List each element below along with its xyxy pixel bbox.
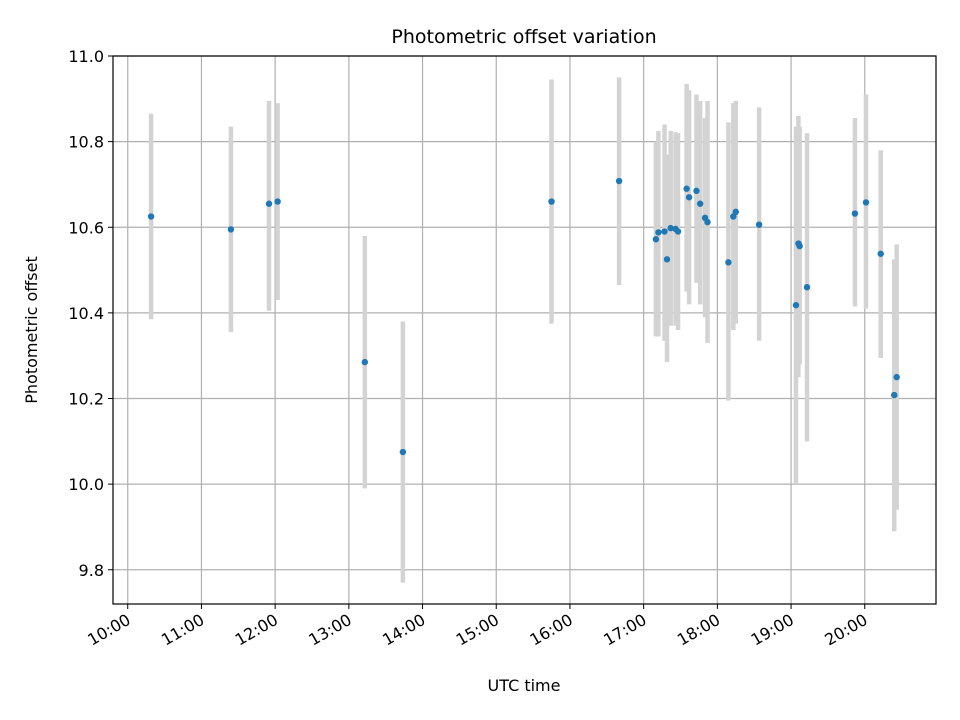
y-tick-label: 11.0 bbox=[68, 47, 104, 66]
chart-title: Photometric offset variation bbox=[391, 26, 656, 48]
data-point bbox=[265, 200, 273, 207]
data-point bbox=[693, 187, 700, 195]
y-tick-label: 10.0 bbox=[68, 475, 104, 494]
y-axis-ticks: 9.8 10.0 10.2 10.4 10.6 10.8 11.0 bbox=[68, 47, 113, 580]
y-tick-label: 10.4 bbox=[68, 304, 104, 323]
data-point bbox=[862, 199, 870, 206]
y-tick-label: 10.8 bbox=[68, 133, 104, 152]
data-point bbox=[274, 198, 281, 205]
data-point bbox=[730, 213, 737, 220]
data-point bbox=[667, 224, 674, 232]
data-point bbox=[652, 236, 660, 243]
y-axis-label: Photometric offset bbox=[22, 256, 41, 404]
data-points bbox=[147, 177, 900, 456]
data-point bbox=[803, 283, 811, 291]
y-tick-label: 10.2 bbox=[68, 390, 104, 409]
data-point bbox=[399, 448, 407, 456]
data-point bbox=[893, 373, 900, 381]
data-point bbox=[615, 177, 623, 185]
data-point bbox=[147, 213, 155, 220]
data-point bbox=[792, 301, 800, 309]
data-point bbox=[877, 250, 884, 257]
y-tick-label: 10.6 bbox=[68, 218, 104, 237]
data-point bbox=[796, 242, 803, 250]
data-point bbox=[227, 226, 235, 233]
data-point bbox=[548, 198, 555, 205]
data-point bbox=[663, 256, 671, 263]
data-point bbox=[851, 210, 859, 217]
data-point bbox=[755, 221, 763, 228]
data-point bbox=[696, 200, 704, 207]
data-point bbox=[655, 229, 662, 236]
data-point bbox=[704, 218, 711, 226]
data-point bbox=[725, 259, 732, 266]
data-point bbox=[683, 185, 690, 192]
y-tick-label: 9.8 bbox=[79, 561, 104, 580]
data-point bbox=[361, 358, 369, 366]
x-axis-label: UTC time bbox=[488, 676, 561, 695]
data-point bbox=[685, 194, 693, 201]
plot-frame bbox=[112, 55, 937, 605]
data-point bbox=[661, 228, 668, 235]
data-point bbox=[732, 208, 739, 216]
data-point bbox=[891, 391, 898, 399]
data-point bbox=[674, 228, 682, 235]
